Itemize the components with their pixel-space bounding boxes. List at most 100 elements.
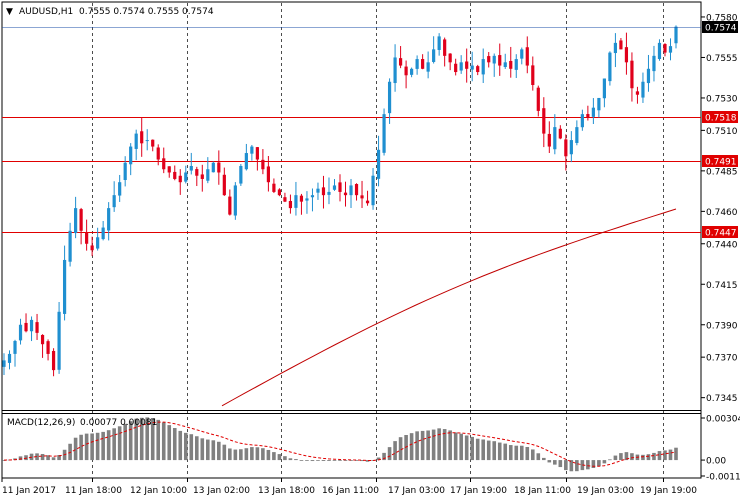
- macd-bar: [564, 460, 568, 471]
- macd-bar: [376, 457, 381, 461]
- macd-bar: [206, 439, 210, 461]
- candle-body: [316, 188, 320, 193]
- macd-bar: [641, 454, 645, 461]
- macd-bar: [228, 448, 232, 461]
- vertical-grid: [92, 3, 664, 477]
- candle-body: [211, 162, 215, 173]
- candle-body: [299, 195, 304, 202]
- candle-body: [233, 185, 237, 216]
- macd-bar: [530, 449, 535, 461]
- candle-body: [553, 127, 557, 150]
- candle-body: [437, 36, 441, 50]
- candle-body: [255, 147, 259, 160]
- candle-body: [376, 149, 381, 179]
- candle-body: [79, 209, 83, 231]
- candle-body: [371, 175, 375, 206]
- level-price-tag-label: 0.7491: [705, 158, 737, 168]
- price-tick-label: 0.7440: [706, 240, 738, 250]
- candle-body: [481, 59, 485, 75]
- candle-body: [68, 230, 72, 262]
- candle-body: [129, 146, 133, 165]
- chart-frame: [1, 1, 702, 479]
- price-tick-label: 0.7555: [706, 54, 738, 64]
- macd-bar: [57, 455, 61, 461]
- candle-body: [277, 189, 282, 196]
- candle-body: [365, 200, 370, 204]
- candle-body: [498, 55, 502, 66]
- macd-bar: [674, 447, 678, 461]
- candle-body: [228, 196, 232, 215]
- candle-body: [184, 172, 188, 182]
- candle-body: [305, 198, 309, 201]
- candle-body: [310, 195, 315, 198]
- price-axis: 0.7580 0.7555 0.7530 0.7510 0.7485 0.7460 0.74…: [701, 13, 738, 404]
- moving-average-line: [221, 208, 677, 407]
- macd-bar: [657, 451, 662, 461]
- candle-body: [536, 87, 540, 111]
- macd-bar: [608, 459, 612, 461]
- macd-tick-label: 0.00: [706, 457, 726, 467]
- candle-body: [343, 192, 348, 196]
- macd-bar: [161, 422, 166, 461]
- candle-body: [46, 341, 50, 354]
- candle-body: [222, 174, 226, 196]
- candle-body: [448, 53, 452, 63]
- macd-bar: [624, 452, 629, 461]
- candle-body: [145, 140, 149, 142]
- macd-bar: [558, 460, 563, 468]
- macd-bar: [602, 460, 607, 464]
- candles: [2, 25, 678, 377]
- macd-bar: [514, 445, 519, 461]
- macd-bar: [183, 432, 188, 461]
- macd-bar: [547, 460, 552, 463]
- candle-body: [575, 127, 579, 143]
- collapse-arrow-icon[interactable]: ▼: [6, 7, 13, 17]
- candle-body: [657, 42, 662, 59]
- time-tick-label: 19 Jan 19:00: [640, 486, 697, 496]
- macd-bar: [591, 460, 596, 469]
- macd-bar: [398, 437, 403, 461]
- macd-bar: [134, 418, 138, 461]
- macd-bar: [525, 446, 530, 461]
- macd-bar: [139, 417, 144, 461]
- macd-signal-line: [3, 421, 677, 467]
- candle-body: [531, 65, 535, 85]
- macd-bar: [294, 459, 298, 461]
- candle-body: [652, 55, 656, 72]
- candle-body: [118, 182, 122, 196]
- macd-bar: [536, 453, 541, 461]
- candle-body: [206, 169, 210, 181]
- macd-bar: [497, 442, 502, 461]
- macd-bar: [244, 448, 249, 461]
- horizontal-levels[interactable]: [2, 117, 701, 233]
- candle-body: [85, 232, 89, 244]
- macd-tick-label: -0.00115: [706, 473, 740, 483]
- macd-bar: [420, 430, 425, 461]
- price-tick-label: 0.7530: [706, 94, 738, 104]
- macd-tick-label: 0.00304: [706, 415, 740, 425]
- candle-body: [520, 49, 524, 59]
- candle-body: [51, 350, 56, 371]
- candle-body: [294, 195, 298, 208]
- macd-bar: [597, 460, 601, 467]
- price-tick-label: 0.7370: [706, 354, 738, 364]
- candle-body: [421, 59, 425, 69]
- candle-body: [454, 63, 458, 73]
- macd-bar: [542, 457, 546, 461]
- candle-body: [173, 171, 177, 179]
- candle-body: [244, 153, 248, 170]
- macd-bar: [508, 445, 513, 461]
- macd-bar: [255, 447, 260, 461]
- macd-bar: [189, 434, 194, 461]
- candle-body: [591, 107, 595, 117]
- candle-body: [162, 158, 166, 170]
- candle-body: [426, 62, 430, 72]
- candle-body: [382, 114, 386, 153]
- macd-bar: [481, 439, 486, 461]
- macd-bar: [172, 428, 177, 461]
- candle-body: [134, 133, 138, 149]
- candle-body: [613, 42, 618, 54]
- candle-body: [547, 133, 551, 147]
